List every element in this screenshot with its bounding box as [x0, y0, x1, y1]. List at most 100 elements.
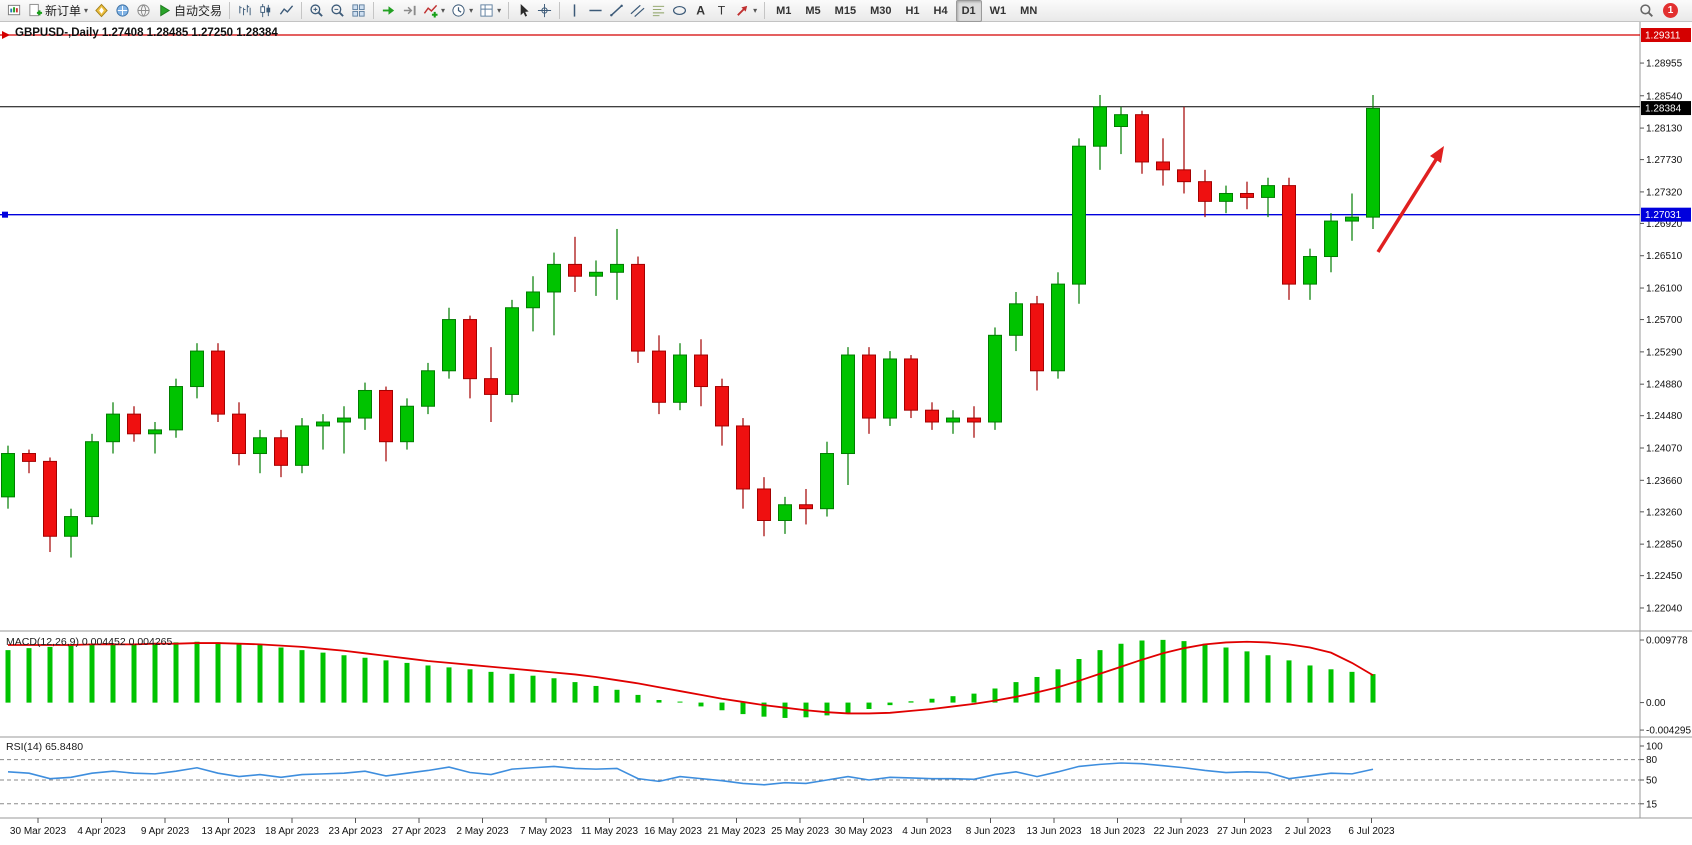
- timeframe-H4[interactable]: H4: [933, 4, 948, 17]
- dropdown-caret-icon: ▾: [469, 6, 474, 15]
- zoom-in-button[interactable]: [306, 1, 327, 21]
- shapes-button[interactable]: [669, 1, 690, 21]
- autoscroll-icon: [381, 3, 396, 18]
- candle: [862, 354, 876, 419]
- tile-windows-button[interactable]: [348, 1, 369, 21]
- cursor-icon: [516, 3, 531, 18]
- candle: [1303, 256, 1317, 285]
- candle: [232, 413, 246, 455]
- new-order-button-label: 新订单: [45, 4, 82, 18]
- time-axis: 30 Mar 2023 4 Apr 2023 9 Apr 2023 13 Apr 20…: [10, 818, 1395, 837]
- timeframe-H1[interactable]: H1: [905, 4, 920, 17]
- clock-globe-icon: [136, 3, 151, 18]
- periods-button[interactable]: ▾: [448, 1, 476, 21]
- equidistant-channel-button[interactable]: [627, 1, 648, 21]
- search-button[interactable]: [1636, 1, 1657, 21]
- tile-icon: [351, 3, 366, 18]
- compass-icon: [94, 3, 109, 18]
- timeframe-M5[interactable]: M5: [805, 4, 821, 17]
- timeframe-M30[interactable]: M30: [870, 4, 892, 17]
- crosshair-icon: [537, 3, 552, 18]
- time-axis-label: 27 Jun 2023: [1217, 826, 1272, 837]
- time-axis-label: 11 May 2023: [581, 826, 639, 837]
- candle: [505, 307, 519, 395]
- arrows-button[interactable]: ▾: [732, 1, 760, 21]
- candle: [22, 453, 36, 462]
- candle: [925, 409, 939, 423]
- rsi-line: [7, 762, 1374, 786]
- arrow-icon: [735, 3, 750, 18]
- timeframe-D1[interactable]: D1: [955, 0, 982, 22]
- price-axis-label: 1.26100: [1646, 284, 1683, 295]
- indicators-button[interactable]: ▾: [420, 1, 448, 21]
- candle: [85, 441, 99, 518]
- candle: [736, 425, 750, 490]
- time-axis-label: 6 Jul 2023: [1348, 826, 1395, 837]
- current-price-box: [1641, 101, 1691, 116]
- templates-button[interactable]: ▾: [476, 1, 504, 21]
- terminal-button[interactable]: [133, 1, 154, 21]
- candle: [64, 516, 78, 537]
- candle: [358, 389, 372, 419]
- zoom-out-button[interactable]: [327, 1, 348, 21]
- navigator-icon: [115, 3, 130, 18]
- timeframe-W1[interactable]: W1: [989, 4, 1007, 17]
- trendline-button[interactable]: [606, 1, 627, 21]
- candle: [820, 453, 834, 510]
- dropdown-caret-icon: ▾: [84, 6, 89, 15]
- vertical-line-button[interactable]: [564, 1, 585, 21]
- chart-shift-button[interactable]: [399, 1, 420, 21]
- candle: [1366, 107, 1380, 218]
- rsi-indicator: [0, 759, 1640, 805]
- autotrading-button-label: 自动交易: [174, 4, 223, 18]
- text-button[interactable]: A: [690, 1, 711, 21]
- text-label-button[interactable]: T: [711, 1, 732, 21]
- new-chart-button[interactable]: [4, 1, 25, 21]
- navigator-button[interactable]: [112, 1, 133, 21]
- price-axis-label: 1.28540: [1646, 91, 1683, 102]
- candle: [1051, 283, 1065, 372]
- template-icon: [479, 3, 494, 18]
- red-line-price-box: [1641, 28, 1691, 43]
- candle: [547, 263, 561, 293]
- bar-chart-button[interactable]: [234, 1, 255, 21]
- new-order-button[interactable]: 新订单 ▾: [25, 1, 91, 21]
- svg-text:A: A: [696, 4, 705, 18]
- text-icon: A: [693, 3, 708, 18]
- line-chart-button[interactable]: [276, 1, 297, 21]
- timeframe-M1[interactable]: M1: [776, 4, 792, 17]
- auto-scroll-button[interactable]: [378, 1, 399, 21]
- macd-axis-label: 0.00: [1646, 698, 1666, 709]
- cursor-button[interactable]: [513, 1, 534, 21]
- crosshair-button[interactable]: [534, 1, 555, 21]
- autotrading-button[interactable]: 自动交易: [154, 1, 225, 21]
- candles-icon: [258, 3, 273, 18]
- market-watch-button[interactable]: [91, 1, 112, 21]
- candlestick-series[interactable]: [1, 94, 1380, 558]
- candlestick-chart-button[interactable]: [255, 1, 276, 21]
- trend-arrow-annotation[interactable]: [1376, 146, 1444, 253]
- ask-price-line[interactable]: [0, 31, 1640, 40]
- time-axis-label: 4 Jun 2023: [902, 826, 952, 837]
- candle: [610, 263, 624, 273]
- time-axis-label: 27 Apr 2023: [392, 826, 446, 837]
- candle: [484, 378, 498, 395]
- fibonacci-button[interactable]: [648, 1, 669, 21]
- line-handle: [2, 211, 8, 218]
- timeframe-M15[interactable]: M15: [834, 4, 857, 17]
- timeframe-MN[interactable]: MN: [1020, 4, 1038, 17]
- candle: [1009, 303, 1023, 336]
- horizontal-line-button[interactable]: [585, 1, 606, 21]
- notification-badge[interactable]: 1: [1663, 3, 1678, 18]
- play-icon: [157, 3, 172, 18]
- price-axis-label: 1.28130: [1646, 124, 1683, 135]
- candle: [379, 389, 393, 443]
- line-chart-icon: [279, 3, 294, 18]
- candle: [1030, 303, 1044, 372]
- support-line[interactable]: [0, 211, 1640, 218]
- candle: [988, 334, 1002, 423]
- candle: [442, 319, 456, 372]
- time-axis-label: 8 Jun 2023: [966, 826, 1016, 837]
- time-axis-label: 2 May 2023: [456, 826, 509, 837]
